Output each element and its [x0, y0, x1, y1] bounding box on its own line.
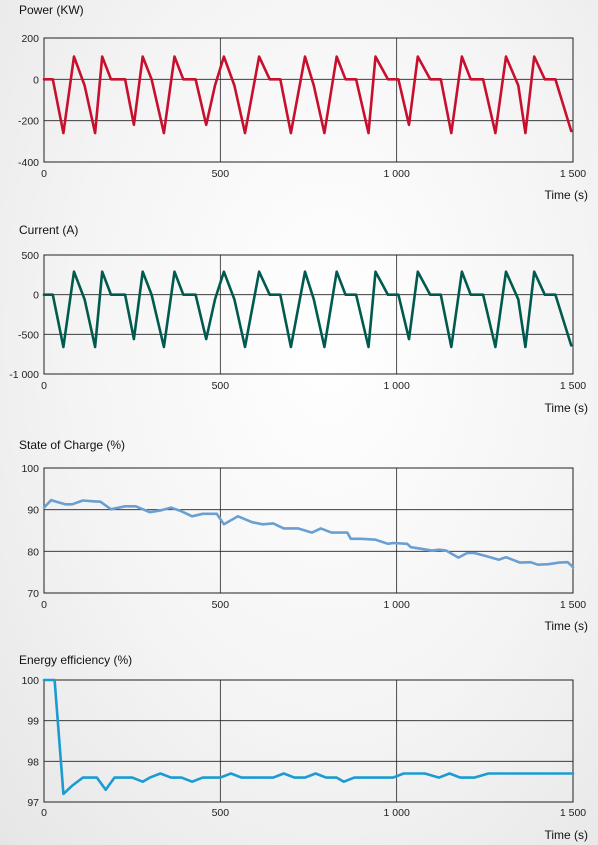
efficiency-y-tick-label: 100: [21, 675, 39, 687]
soc-x-tick-label: 500: [212, 599, 230, 611]
power-y-tick-label: 0: [33, 74, 39, 86]
power-x-tick-label: 1 500: [560, 168, 586, 180]
power-x-tick-label: 500: [212, 168, 230, 180]
power-x-tick-label: 0: [41, 168, 47, 180]
soc-series-line: [42, 498, 575, 569]
efficiency-y-tick-label: 97: [27, 797, 39, 809]
power-x-axis-label: Time (s): [544, 188, 588, 202]
power-chart-title: Power (KW): [19, 3, 84, 17]
power-y-tick-label: -200: [18, 116, 39, 128]
power-y-tick-label: -400: [18, 157, 39, 169]
efficiency-x-tick-label: 1 500: [560, 807, 586, 819]
soc-y-tick-label: 70: [27, 588, 39, 600]
efficiency-plot-frame: [43, 679, 574, 803]
energy-efficiency-chart: Energy efficiency (%) 100 99 98 970 500 1 000 1…: [19, 653, 588, 842]
soc-chart-title: State of Charge (%): [19, 438, 125, 452]
soc-y-tick-label: 90: [27, 505, 39, 517]
efficiency-y-tick-label: 98: [27, 756, 39, 768]
soc-x-axis-label: Time (s): [544, 619, 588, 633]
soc-y-tick-label: 80: [27, 546, 39, 558]
current-x-tick-label: 0: [41, 380, 47, 392]
efficiency-series-line: [42, 678, 575, 796]
efficiency-x-tick-label: 500: [212, 807, 230, 819]
state-of-charge-chart: State of Charge (%) 100 90 80 700 500 1 000 1 5…: [19, 438, 588, 633]
soc-y-tick-label: 100: [21, 463, 39, 475]
current-x-tick-label: 1 500: [560, 380, 586, 392]
current-x-axis-label: Time (s): [544, 401, 588, 415]
efficiency-x-axis-label: Time (s): [544, 828, 588, 842]
current-x-tick-label: 500: [212, 380, 230, 392]
power-series-line: [42, 55, 573, 135]
current-plot-frame: [43, 254, 574, 375]
power-y-tick-label: 200: [21, 33, 39, 45]
current-x-tick-label: 1 000: [384, 380, 410, 392]
soc-x-tick-label: 1 000: [384, 599, 410, 611]
power-plot-frame: [43, 37, 574, 163]
efficiency-y-tick-label: 99: [27, 716, 39, 728]
current-chart-title: Current (A): [19, 223, 78, 237]
soc-x-tick-label: 1 500: [560, 599, 586, 611]
efficiency-x-tick-label: 1 000: [384, 807, 410, 819]
soc-x-tick-label: 0: [41, 599, 47, 611]
power-x-tick-label: 1 000: [384, 168, 410, 180]
efficiency-x-tick-label: 0: [41, 807, 47, 819]
current-y-tick-label: -500: [18, 329, 39, 341]
current-series-line: [42, 270, 573, 349]
current-y-tick-label: 0: [33, 290, 39, 302]
efficiency-chart-title: Energy efficiency (%): [19, 653, 132, 667]
current-y-tick-label: 500: [21, 250, 39, 262]
current-y-tick-label: -1 000: [9, 369, 39, 381]
